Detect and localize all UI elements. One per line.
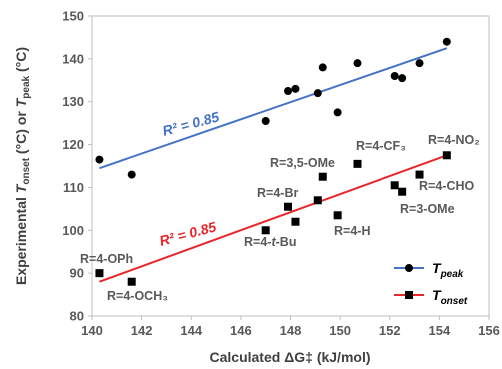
y-tick-label: 150 bbox=[62, 9, 84, 24]
legend-label-onset: Tonset bbox=[432, 287, 468, 307]
y-tick-label: 110 bbox=[63, 180, 84, 195]
x-tick-label: 144 bbox=[180, 323, 202, 338]
point-label: R=4-H bbox=[334, 224, 370, 238]
peak-point bbox=[333, 108, 342, 117]
onset-point bbox=[333, 211, 342, 220]
x-tick-label: 154 bbox=[429, 323, 451, 338]
peak-point bbox=[261, 117, 270, 125]
point-label: R=4-CF₃ bbox=[356, 139, 406, 153]
trend-line-onset bbox=[99, 154, 448, 283]
y-tick-label: 90 bbox=[70, 266, 84, 281]
peak-point bbox=[127, 170, 136, 179]
onset-point bbox=[284, 202, 293, 211]
y-tick-label: 120 bbox=[62, 137, 84, 152]
peak-point bbox=[291, 84, 300, 93]
point-label: R=4-Br bbox=[257, 186, 298, 200]
point-label: R=4-NO₂ bbox=[428, 133, 480, 147]
data-points bbox=[95, 37, 451, 286]
y-tick-label: 80 bbox=[70, 309, 84, 324]
legend-item-peak: Tpeak bbox=[394, 260, 464, 280]
x-axis-ticks: 140 142 144 146 148 150 152 154 156 bbox=[81, 316, 500, 338]
peak-point bbox=[390, 72, 399, 80]
trend-line-peak bbox=[99, 47, 448, 170]
x-tick-label: 152 bbox=[379, 323, 401, 338]
onset-point bbox=[318, 172, 327, 181]
point-label: R=4-OPh bbox=[80, 252, 133, 266]
y-tick-label: 130 bbox=[62, 94, 84, 109]
legend-item-onset: Tonset bbox=[394, 287, 468, 307]
x-tick-label: 156 bbox=[478, 323, 500, 338]
r2-label-peak: R² = 0.85 bbox=[161, 108, 221, 139]
peak-point bbox=[284, 87, 293, 95]
onset-point bbox=[291, 217, 300, 226]
onset-point bbox=[353, 159, 362, 168]
point-labels: R=4-OPh R=4-OCH₃ R=4-t-Bu R=4-Br R=3,5-OMe R=… bbox=[80, 133, 480, 303]
onset-point bbox=[415, 170, 424, 179]
legend-marker-peak bbox=[405, 264, 413, 272]
x-tick-label: 146 bbox=[230, 323, 252, 338]
peak-point bbox=[95, 155, 104, 164]
y-axis-ticks: 80 90 100 110 120 130 140 150 bbox=[62, 9, 92, 324]
point-label: R=3,5-OMe bbox=[270, 156, 335, 170]
x-tick-label: 142 bbox=[131, 323, 153, 338]
legend: Tpeak Tonset bbox=[394, 260, 468, 307]
onset-point bbox=[313, 196, 322, 205]
point-label: R=4-t-Bu bbox=[244, 235, 296, 249]
onset-point bbox=[95, 269, 104, 278]
legend-label-peak: Tpeak bbox=[432, 260, 464, 280]
peak-point bbox=[353, 59, 362, 68]
x-tick-label: 140 bbox=[81, 323, 103, 338]
peak-point bbox=[442, 37, 451, 46]
x-tick-label: 148 bbox=[280, 323, 302, 338]
peak-point bbox=[398, 74, 407, 83]
onset-point bbox=[127, 277, 136, 286]
peak-point bbox=[318, 63, 327, 72]
onset-point bbox=[261, 226, 270, 235]
legend-marker-onset bbox=[405, 291, 413, 299]
point-label: R=4-OCH₃ bbox=[107, 289, 168, 303]
r2-label-onset: R² = 0.85 bbox=[158, 218, 218, 249]
peak-point bbox=[313, 89, 322, 98]
trend-lines bbox=[99, 47, 448, 283]
x-tick-label: 150 bbox=[329, 323, 351, 338]
onset-point bbox=[442, 151, 451, 160]
y-tick-label: 140 bbox=[62, 51, 84, 66]
point-label: R=3-OMe bbox=[400, 202, 455, 216]
onset-point bbox=[398, 187, 407, 196]
y-axis-title: Experimental Tonset (°C) or Tpeak (°C) bbox=[13, 47, 32, 285]
point-label: R=4-CHO bbox=[419, 179, 474, 193]
y-tick-label: 100 bbox=[62, 223, 84, 238]
x-axis-title: Calculated ΔG‡ (kJ/mol) bbox=[210, 349, 371, 365]
peak-point bbox=[415, 59, 424, 68]
onset-point bbox=[390, 181, 399, 190]
